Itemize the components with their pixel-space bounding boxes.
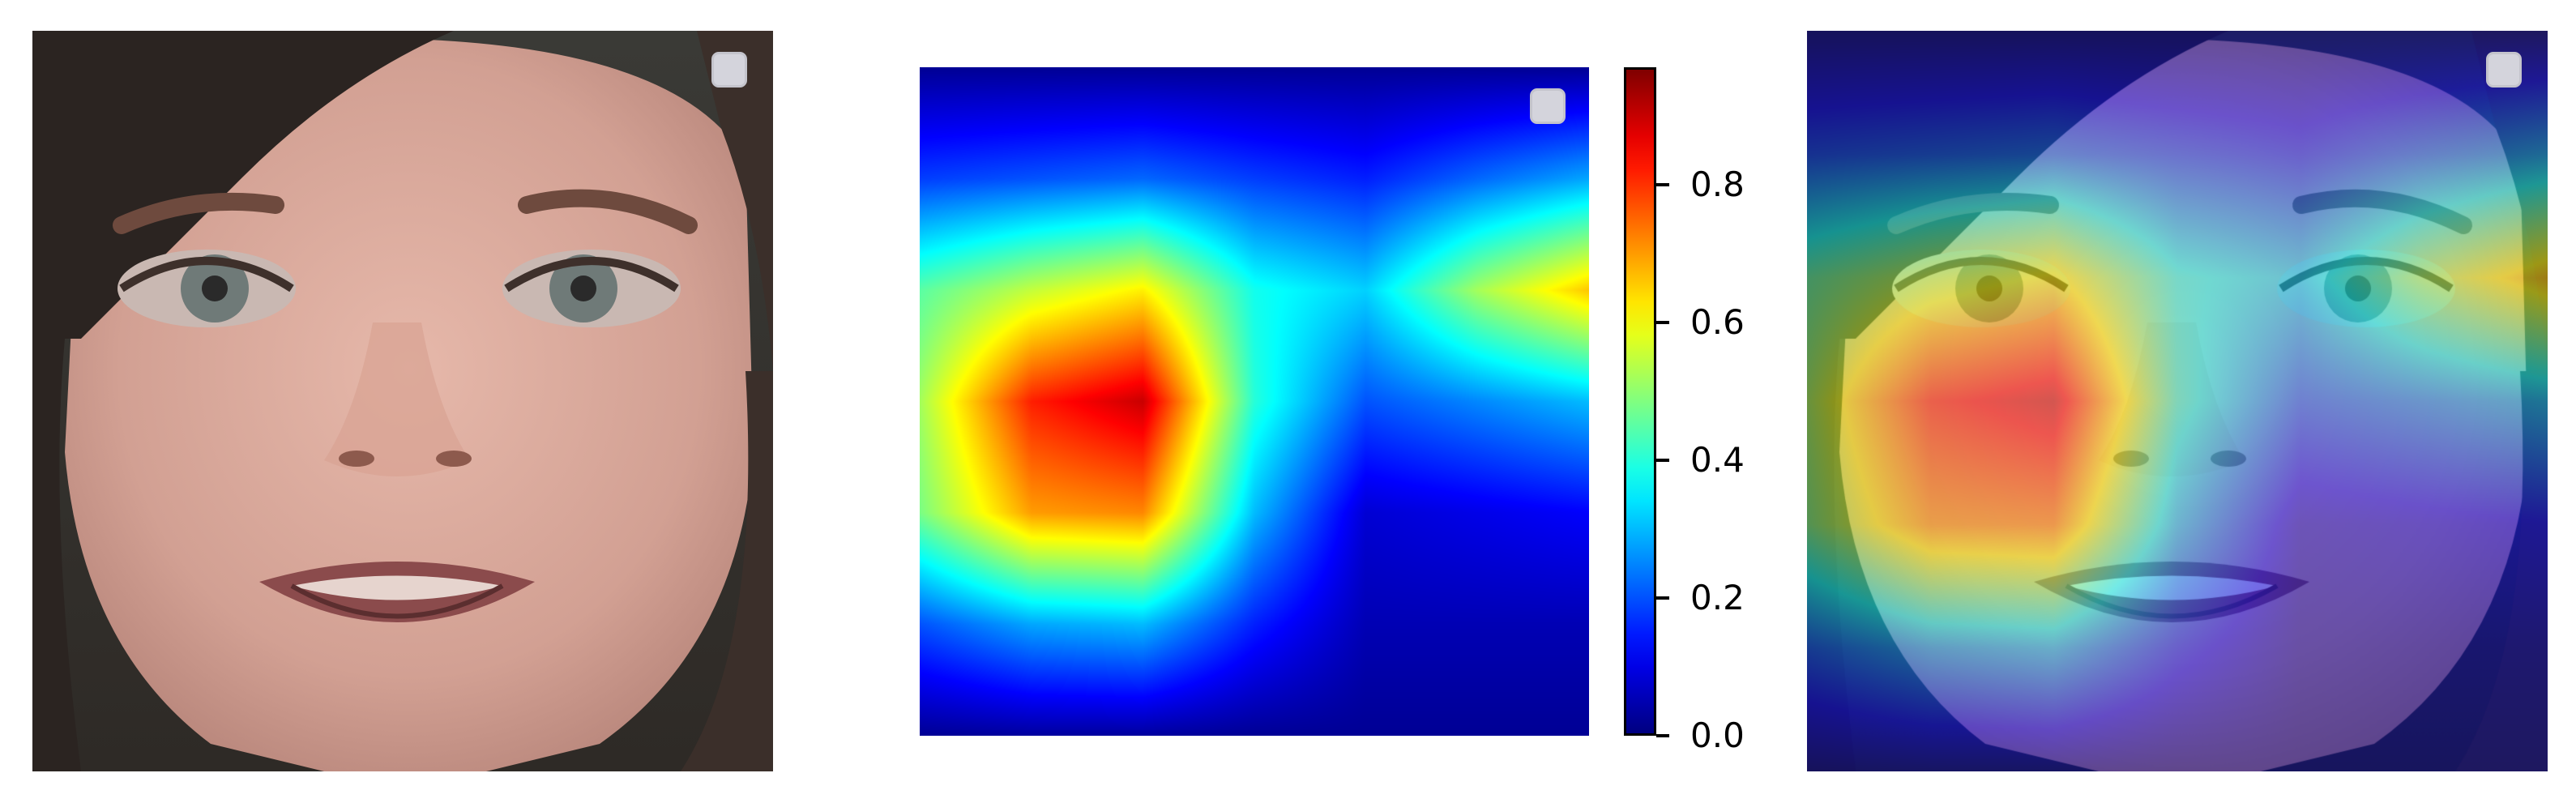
colorbar-tick-label: 0.4 — [1690, 439, 1745, 480]
colorbar-tick-label: 0.6 — [1690, 301, 1745, 342]
heatmap-overlay — [1807, 31, 2548, 771]
attention-heatmap — [920, 67, 1589, 736]
colorbar-tick-label: 0.0 — [1690, 715, 1745, 755]
legend-empty-photo — [711, 52, 747, 88]
heatmap-canvas — [920, 67, 1589, 736]
colorbar-tick-mark — [1656, 182, 1669, 186]
colorbar-tick-mark — [1656, 596, 1669, 600]
legend-empty-heatmap — [1530, 88, 1566, 124]
colorbar-tick-label: 0.2 — [1690, 577, 1745, 617]
colorbar-tick-label: 0.8 — [1690, 164, 1745, 204]
overlay-canvas — [1807, 31, 2548, 771]
colorbar-tick-mark — [1656, 734, 1669, 737]
face-photo-image — [32, 31, 773, 771]
colorbar-tick-mark — [1656, 458, 1669, 462]
colorbar-tick-mark — [1656, 320, 1669, 324]
colorbar-ticks: 0.0 0.2 0.4 0.6 0.8 — [1656, 67, 1770, 755]
colorbar — [1624, 67, 1656, 736]
face-photo — [32, 31, 773, 771]
legend-empty-overlay — [2486, 52, 2522, 88]
